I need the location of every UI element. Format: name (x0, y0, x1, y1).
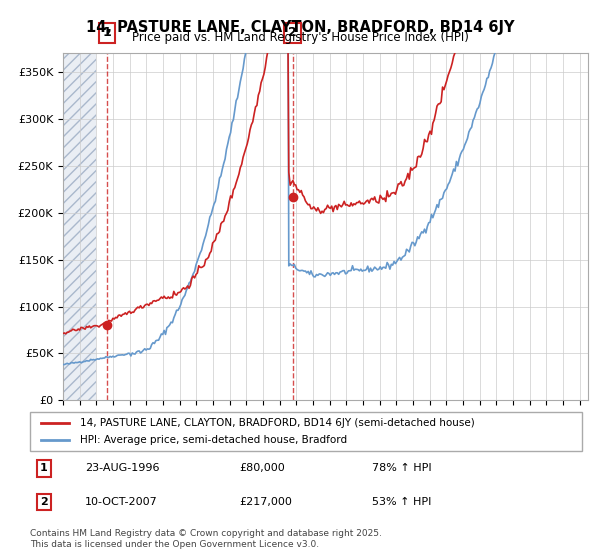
Bar (63, 53, 97, 400)
Text: 14, PASTURE LANE, CLAYTON, BRADFORD, BD14 6JY: 14, PASTURE LANE, CLAYTON, BRADFORD, BD1… (86, 20, 514, 35)
Text: 14, PASTURE LANE, CLAYTON, BRADFORD, BD14 6JY (semi-detached house): 14, PASTURE LANE, CLAYTON, BRADFORD, BD1… (80, 418, 475, 428)
Text: 1: 1 (103, 26, 112, 39)
Text: 2: 2 (288, 26, 297, 39)
Text: 23-AUG-1996: 23-AUG-1996 (85, 463, 160, 473)
FancyBboxPatch shape (30, 412, 582, 451)
Text: Price paid vs. HM Land Registry's House Price Index (HPI): Price paid vs. HM Land Registry's House … (131, 31, 469, 44)
Text: 78% ↑ HPI: 78% ↑ HPI (372, 463, 432, 473)
Text: 2: 2 (40, 497, 47, 507)
Text: 1: 1 (40, 463, 47, 473)
Text: £80,000: £80,000 (240, 463, 286, 473)
Text: HPI: Average price, semi-detached house, Bradford: HPI: Average price, semi-detached house,… (80, 435, 347, 445)
Text: Contains HM Land Registry data © Crown copyright and database right 2025.
This d: Contains HM Land Registry data © Crown c… (30, 529, 382, 549)
Text: 10-OCT-2007: 10-OCT-2007 (85, 497, 158, 507)
Text: 53% ↑ HPI: 53% ↑ HPI (372, 497, 431, 507)
Text: £217,000: £217,000 (240, 497, 293, 507)
